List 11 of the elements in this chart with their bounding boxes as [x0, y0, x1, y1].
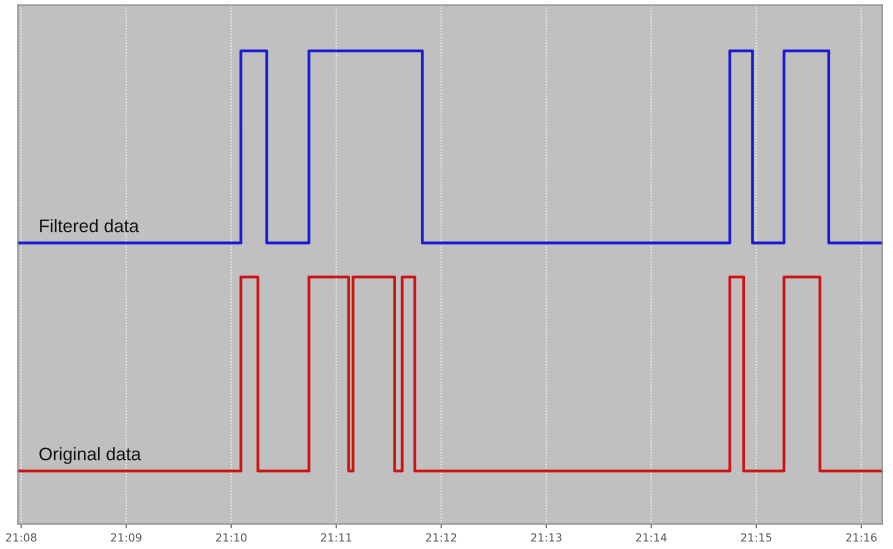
x-tick-label: 21:10 [216, 533, 247, 542]
x-tick-label: 21:12 [426, 533, 456, 542]
series-label: Original data [39, 447, 141, 464]
x-tick-label: 21:08 [6, 533, 36, 542]
x-tick-label: 21:14 [636, 533, 667, 542]
x-tick-label: 21:16 [846, 533, 877, 542]
x-tick-label: 21:11 [321, 533, 352, 542]
x-tick-label: 21:15 [741, 533, 772, 542]
x-tick-label: 21:13 [531, 533, 562, 542]
series-label: Filtered data [40, 219, 139, 232]
x-tick-label: 21:09 [111, 533, 142, 542]
